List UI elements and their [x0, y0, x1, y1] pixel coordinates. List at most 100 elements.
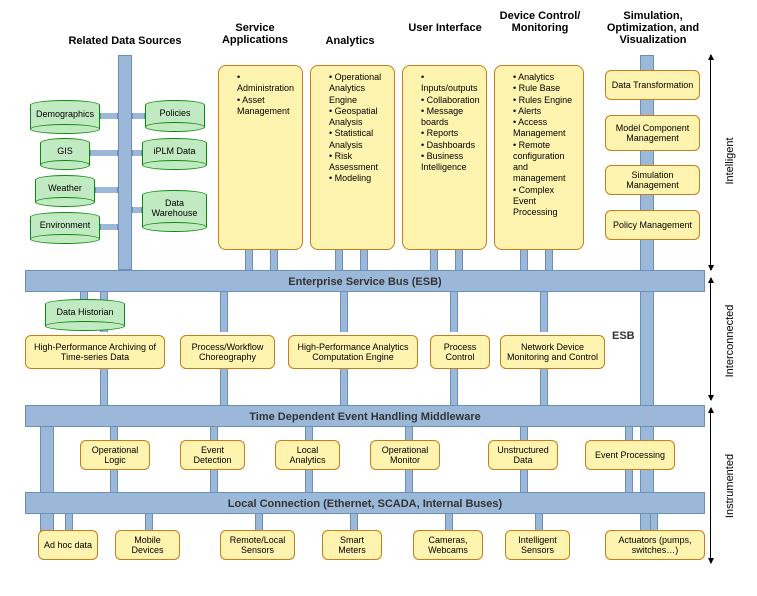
- label-instrumented: Instrumented: [724, 446, 736, 526]
- conn: [245, 250, 253, 270]
- box-actuators: Actuators (pumps, switches…): [605, 530, 705, 560]
- list-service: Administration Asset Management: [229, 72, 296, 117]
- box-data-transformation: Data Transformation: [605, 70, 700, 100]
- list-item: Remote configuration and management: [513, 140, 577, 185]
- box-unstructured-data: Unstructured Data: [488, 440, 558, 470]
- list-item: Administration: [237, 72, 296, 95]
- list-item: Alerts: [513, 106, 577, 117]
- conn: [545, 250, 553, 270]
- list-item: Statistical Analysis: [329, 128, 388, 151]
- list-item: Inputs/outputs: [421, 72, 480, 95]
- box-adhoc-data: Ad hoc data: [38, 530, 98, 560]
- conn: [100, 224, 118, 230]
- cyl-iplm: iPLM Data: [142, 143, 207, 165]
- header-sim: Simulation, Optimization, and Visualizat…: [598, 10, 708, 46]
- conn: [305, 470, 313, 492]
- label-interconnected: Interconnected: [724, 296, 736, 386]
- conn: [650, 514, 658, 530]
- box-local-analytics: Local Analytics: [275, 440, 340, 470]
- architecture-diagram: Related Data Sources Service Application…: [10, 10, 747, 586]
- bus-esb: Enterprise Service Bus (ESB): [25, 270, 705, 292]
- conn: [145, 514, 153, 530]
- col-analytics: Operational Analytics Engine Geospatial …: [310, 65, 395, 250]
- conn: [445, 514, 453, 530]
- list-item: Access Management: [513, 117, 577, 140]
- header-analytics: Analytics: [310, 35, 390, 47]
- box-process-workflow: Process/Workflow Choreography: [180, 335, 275, 369]
- conn: [65, 514, 73, 530]
- list-analytics: Operational Analytics Engine Geospatial …: [321, 72, 388, 185]
- conn: [100, 113, 118, 119]
- header-related: Related Data Sources: [60, 35, 190, 47]
- conn: [132, 150, 142, 156]
- box-mobile-devices: Mobile Devices: [115, 530, 180, 560]
- conn: [360, 250, 368, 270]
- conn: [455, 250, 463, 270]
- cyl-historian: Data Historian: [45, 304, 125, 326]
- arrow-instrumented: [710, 408, 711, 563]
- cyl-label: Data Historian: [45, 307, 125, 317]
- list-item: Rule Base: [513, 83, 577, 94]
- conn: [340, 292, 348, 332]
- list-item: Collaboration: [421, 95, 480, 106]
- list-item: Reports: [421, 128, 480, 139]
- list-device: Analytics Rule Base Rules Engine Alerts …: [505, 72, 577, 218]
- box-model-component-mgmt: Model Component Management: [605, 115, 700, 151]
- conn: [535, 514, 543, 530]
- conn: [405, 470, 413, 492]
- conn: [520, 250, 528, 270]
- arrow-interconnected: [710, 278, 711, 400]
- list-item: Operational Analytics Engine: [329, 72, 388, 106]
- box-operational-logic: Operational Logic: [80, 440, 150, 470]
- cyl-demographics: Demographics: [30, 105, 100, 129]
- conn: [132, 113, 145, 119]
- list-item: Complex Event Processing: [513, 185, 577, 219]
- label-intelligent: Intelligent: [724, 131, 736, 191]
- box-event-detection: Event Detection: [180, 440, 245, 470]
- cyl-policies: Policies: [145, 105, 205, 127]
- list-item: Asset Management: [237, 95, 296, 118]
- conn: [270, 250, 278, 270]
- header-ui: User Interface: [405, 22, 485, 34]
- esb-tag: ESB: [612, 330, 635, 342]
- box-policy-mgmt: Policy Management: [605, 210, 700, 240]
- cyl-label: Environment: [30, 220, 100, 230]
- col-service: Administration Asset Management: [218, 65, 303, 250]
- conn: [430, 250, 438, 270]
- conn: [110, 470, 118, 492]
- box-smart-meters: Smart Meters: [322, 530, 382, 560]
- conn: [90, 150, 118, 156]
- bus-middleware: Time Dependent Event Handling Middleware: [25, 405, 705, 427]
- vbar-left-top: [118, 55, 132, 270]
- conn: [350, 514, 358, 530]
- conn: [110, 427, 118, 441]
- list-item: Dashboards: [421, 140, 480, 151]
- list-item: Business Intelligence: [421, 151, 480, 174]
- conn: [210, 427, 218, 441]
- cyl-label: Data Warehouse: [142, 198, 207, 218]
- cyl-env: Environment: [30, 217, 100, 239]
- list-item: Analytics: [513, 72, 577, 83]
- conn: [305, 427, 313, 441]
- cyl-weather: Weather: [35, 180, 95, 202]
- conn: [335, 250, 343, 270]
- box-remote-local-sensors: Remote/Local Sensors: [220, 530, 295, 560]
- conn: [520, 427, 528, 441]
- cyl-dw: Data Warehouse: [142, 195, 207, 227]
- conn: [450, 369, 458, 405]
- cyl-label: Policies: [145, 108, 205, 118]
- box-hp-analytics-engine: High-Performance Analytics Computation E…: [288, 335, 418, 369]
- cyl-gis: GIS: [40, 143, 90, 165]
- list-item: Rules Engine: [513, 95, 577, 106]
- conn: [625, 427, 633, 441]
- conn: [220, 369, 228, 405]
- conn: [255, 514, 263, 530]
- conn: [540, 292, 548, 332]
- conn: [100, 369, 108, 405]
- bus-local: Local Connection (Ethernet, SCADA, Inter…: [25, 492, 705, 514]
- conn: [540, 369, 548, 405]
- header-device: Device Control/ Monitoring: [495, 10, 585, 34]
- cyl-label: GIS: [40, 146, 90, 156]
- box-operational-monitor: Operational Monitor: [370, 440, 440, 470]
- box-hp-archiving: High-Performance Archiving of Time-serie…: [25, 335, 165, 369]
